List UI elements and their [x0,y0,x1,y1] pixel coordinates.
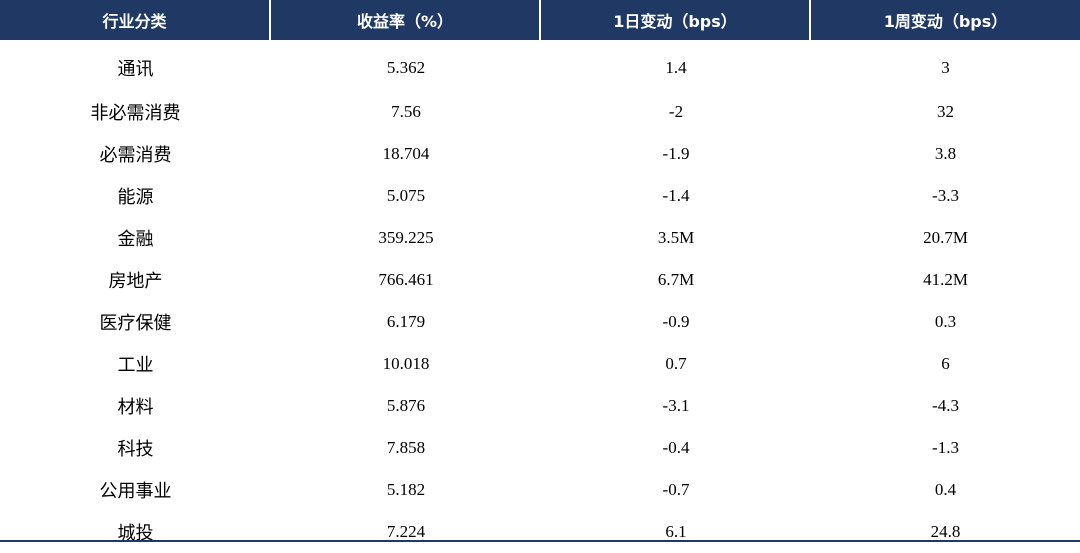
cell-category: 房地产 [108,271,163,292]
cell-1d-change: -1.4 [662,186,690,205]
cell-category: 必需消费 [99,145,172,166]
cell-1d-change: -2 [668,102,684,121]
cell-1w-change: 32 [937,102,954,121]
cell-yield: 10.018 [382,354,430,373]
cell-category: 金融 [117,229,154,250]
cell-1d-change: 0.7 [665,354,687,373]
cell-category: 通讯 [117,58,154,80]
cell-1w-change: 0.3 [934,312,957,331]
cell-yield: 359.225 [378,228,434,247]
cell-1d-change: -0.4 [662,438,690,457]
cell-1w-change: 41.2M [923,270,968,289]
cell-category: 非必需消费 [90,103,181,124]
cell-1d-change: -3.1 [662,396,690,415]
column-header-category: 行业分类 [0,0,271,40]
cell-1w-change: -4.3 [932,396,959,415]
cell-1w-change: 0.4 [934,480,957,499]
table-row: 医疗保健 6.179 -0.9 0.3 [0,301,1080,343]
table-row: 材料 5.876 -3.1 -4.3 [0,385,1080,427]
cell-1w-change: -1.3 [932,438,959,457]
cell-1d-change: -0.9 [662,312,690,331]
cell-1w-change: 3.8 [934,144,957,163]
header-row: 行业分类 收益率（%） 1日变动（bps） 1周变动（bps） [0,0,1080,40]
cell-category: 医疗保健 [99,313,172,334]
cell-yield: 5.075 [386,186,426,205]
column-header-yield: 收益率（%） [271,0,541,40]
cell-category: 工业 [117,355,154,376]
cell-yield: 6.179 [386,312,426,331]
table-row: 能源 5.075 -1.4 -3.3 [0,175,1080,217]
cell-1w-change: -3.3 [932,186,959,205]
bottom-rule [0,540,1080,542]
cell-1w-change: 20.7M [923,228,968,247]
cell-1d-change: 3.5M [657,228,695,247]
cell-1w-change: 6 [941,354,950,373]
cell-1w-change: 3 [941,57,950,77]
cell-1d-change: 6.1 [665,522,687,541]
table-row: 通讯 5.362 1.4 3 [0,40,1080,91]
cell-yield: 7.858 [386,438,426,457]
cell-category: 科技 [117,439,154,460]
table-row: 非必需消费 7.56 -2 32 [0,91,1080,133]
cell-category: 公用事业 [99,481,172,502]
cell-1d-change: 1.4 [665,57,687,77]
table-row: 科技 7.858 -0.4 -1.3 [0,427,1080,469]
table-row: 必需消费 18.704 -1.9 3.8 [0,133,1080,175]
cell-yield: 766.461 [378,270,434,289]
table-row: 金融 359.225 3.5M 20.7M [0,217,1080,259]
cell-category: 材料 [117,397,154,418]
cell-yield: 5.182 [386,480,426,499]
table-body: 通讯 5.362 1.4 3 非必需消费 7.56 -2 32 必需消费 18.704 -1.9 3.… [0,40,1080,553]
table-row: 城投 7.224 6.1 24.8 [0,511,1080,553]
cell-yield: 7.224 [386,522,426,541]
cell-1d-change: -0.7 [662,480,690,499]
table-row: 房地产 766.461 6.7M 41.2M [0,259,1080,301]
cell-category: 能源 [117,187,154,208]
cell-yield: 5.876 [386,396,426,415]
column-header-1d-change: 1日变动（bps） [541,0,811,40]
cell-category: 城投 [117,523,154,544]
cell-yield: 7.56 [391,102,421,121]
cell-1d-change: -1.9 [662,144,690,163]
cell-1d-change: 6.7M [657,270,695,289]
table-row: 工业 10.018 0.7 6 [0,343,1080,385]
table-row: 公用事业 5.182 -0.7 0.4 [0,469,1080,511]
cell-yield: 5.362 [386,57,426,77]
cell-1w-change: 24.8 [930,522,961,541]
column-header-1w-change: 1周变动（bps） [811,0,1080,40]
cell-yield: 18.704 [382,144,430,163]
